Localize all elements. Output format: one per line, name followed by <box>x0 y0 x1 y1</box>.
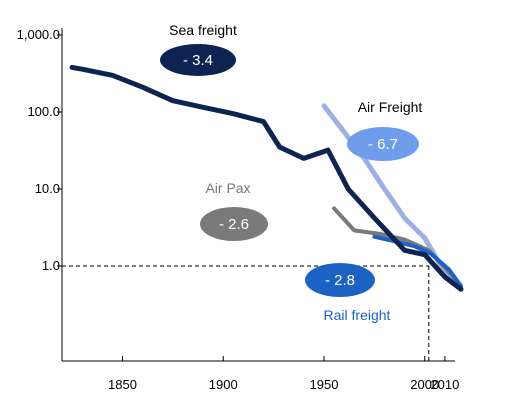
series-line-rail-freight <box>372 234 463 288</box>
x-tick-label: 2000 <box>410 377 439 392</box>
series-lines <box>69 64 464 292</box>
badge-rail-freight <box>305 263 375 297</box>
badge-sea-freight <box>160 44 236 76</box>
series-line-sea-freight <box>69 64 464 292</box>
badge-text-sea-freight: - 3.4 <box>183 52 213 69</box>
reference-lines <box>62 265 430 361</box>
axes <box>57 28 455 362</box>
x-tick-label: 2010 <box>430 377 459 392</box>
series-label-air-pax: Air Pax <box>205 180 250 196</box>
y-tick-label: 100.0 <box>27 104 60 119</box>
x-tick-label: 1900 <box>209 377 238 392</box>
y-tick-label: 10.0 <box>35 181 60 196</box>
series-label-rail-freight: Rail freight <box>324 307 391 323</box>
badge-air-freight <box>347 127 419 161</box>
y-tick-label: 1,000.0 <box>17 27 60 42</box>
badge-text-air-freight: - 6.7 <box>368 136 398 153</box>
badge-text-rail-freight: - 2.8 <box>325 272 355 289</box>
series-label-air-freight: Air Freight <box>358 99 423 115</box>
series-label-sea-freight: Sea freight <box>169 22 237 38</box>
badge-text-air-pax: - 2.6 <box>219 216 249 233</box>
x-tick-label: 1850 <box>108 377 137 392</box>
x-tick-label: 1950 <box>310 377 339 392</box>
y-tick-label: 1.0 <box>42 258 60 273</box>
badge-air-pax <box>200 207 268 241</box>
series-annotations: Sea freight - 3.4 Air Freight - 6.7 Air Pax -… <box>160 22 422 323</box>
